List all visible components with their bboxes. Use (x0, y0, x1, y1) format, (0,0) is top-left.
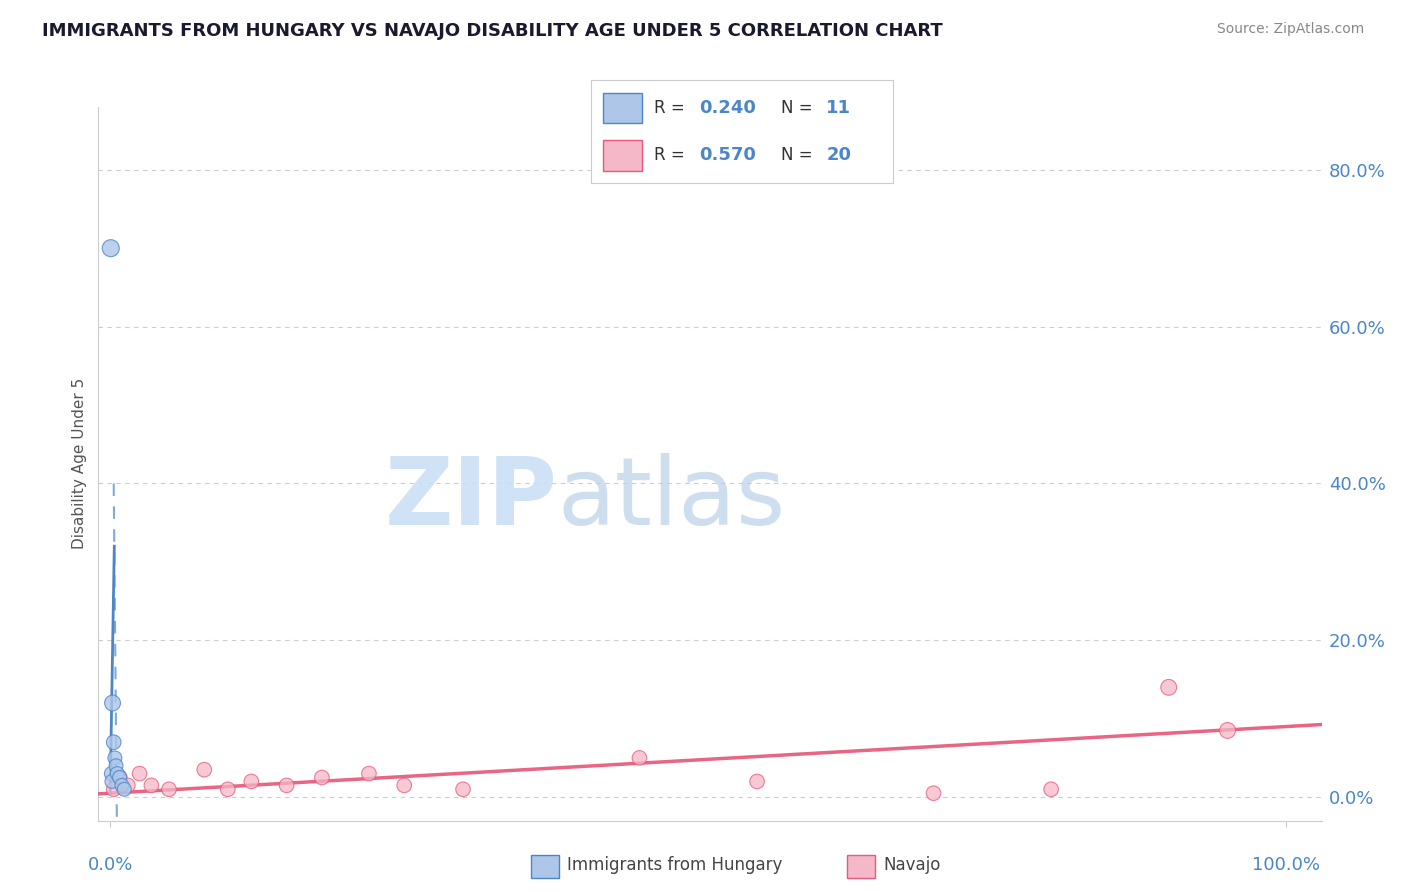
Point (111, 778, 134, 792)
Bar (603, 140, 643, 170)
Y-axis label: Disability Age Under 5: Disability Age Under 5 (72, 378, 87, 549)
Text: IMMIGRANTS FROM HUNGARY VS NAVAJO DISABILITY AGE UNDER 5 CORRELATION CHART: IMMIGRANTS FROM HUNGARY VS NAVAJO DISABI… (42, 22, 943, 40)
Point (193, 763, 215, 777)
Bar (531, 855, 560, 878)
Text: N =: N = (780, 146, 818, 164)
Point (108, 771, 131, 785)
Text: 0.570: 0.570 (699, 146, 756, 164)
Text: 11: 11 (827, 99, 851, 117)
Point (217, 782, 239, 797)
Point (1040, 782, 1063, 797)
Text: 0.240: 0.240 (699, 99, 756, 117)
Point (101, 774, 124, 789)
Point (1157, 681, 1180, 695)
Point (112, 782, 135, 797)
Point (451, 782, 474, 797)
Point (240, 774, 263, 789)
Point (357, 766, 380, 780)
Point (628, 751, 651, 765)
Point (108, 771, 131, 785)
Point (394, 778, 416, 792)
Text: atlas: atlas (557, 453, 786, 545)
Point (101, 696, 124, 710)
Point (745, 774, 768, 789)
Point (117, 778, 139, 792)
Text: 0.0%: 0.0% (87, 856, 134, 874)
Point (157, 782, 180, 797)
Point (100, 241, 122, 255)
Text: N =: N = (780, 99, 818, 117)
Point (141, 778, 163, 792)
Point (103, 735, 125, 749)
Point (311, 771, 333, 785)
Text: Immigrants from Hungary: Immigrants from Hungary (567, 856, 782, 874)
Bar (846, 855, 875, 878)
Point (103, 782, 125, 797)
Text: 20: 20 (827, 146, 851, 164)
Point (105, 766, 128, 780)
Text: R =: R = (654, 146, 690, 164)
Point (1216, 723, 1239, 738)
Point (100, 766, 122, 780)
Text: Navajo: Navajo (883, 856, 941, 874)
Point (922, 786, 945, 800)
Point (105, 758, 128, 772)
Text: Source: ZipAtlas.com: Source: ZipAtlas.com (1216, 22, 1364, 37)
Text: 100.0%: 100.0% (1253, 856, 1320, 874)
Bar (603, 93, 643, 123)
Text: ZIP: ZIP (384, 453, 557, 545)
Point (276, 778, 298, 792)
Point (104, 751, 127, 765)
Text: R =: R = (654, 99, 690, 117)
Point (128, 766, 150, 780)
